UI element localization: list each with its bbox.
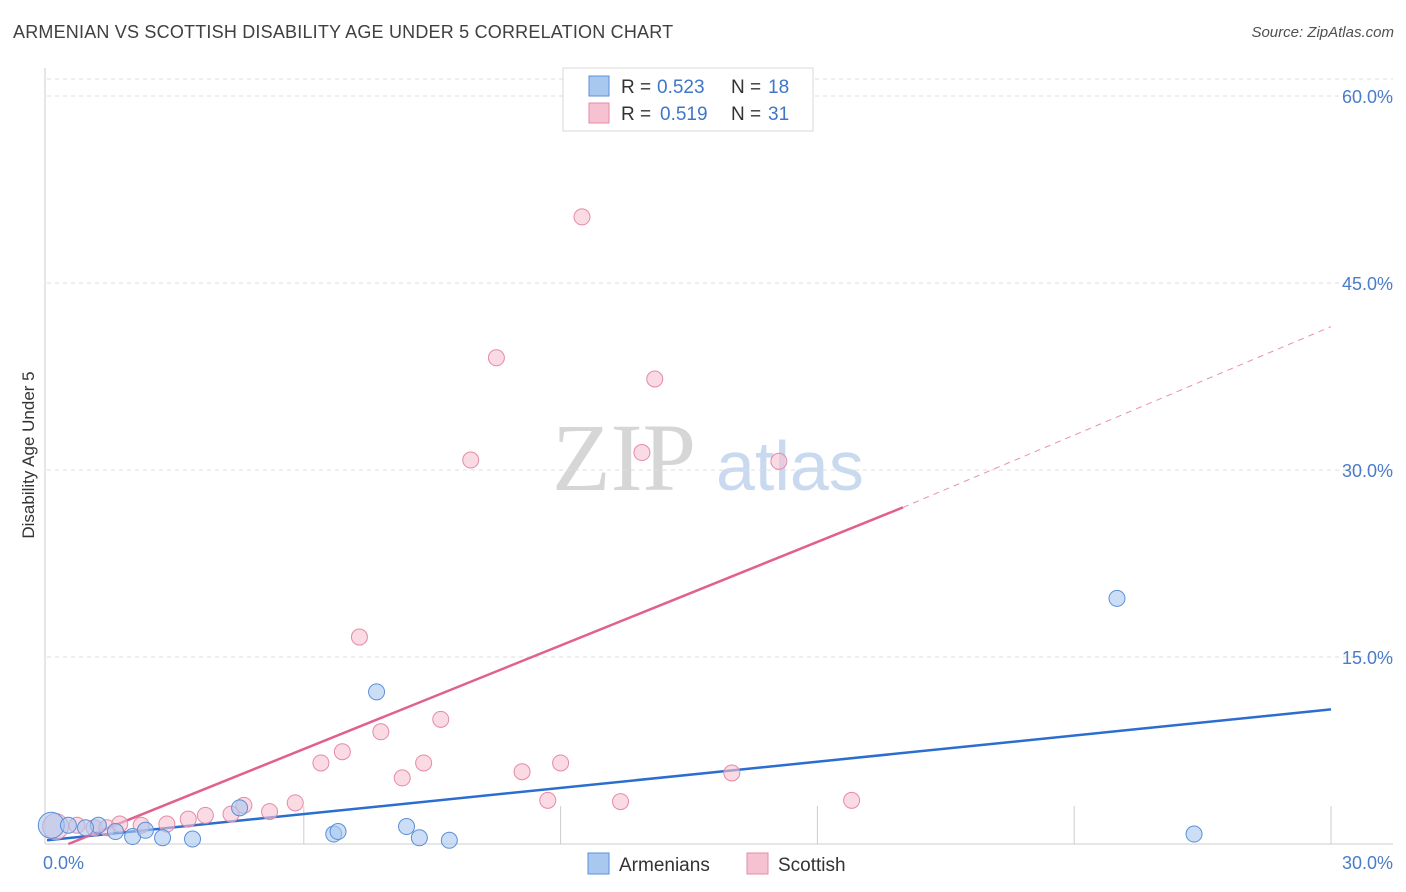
- scottish-point: [312, 754, 330, 772]
- armenian-point: [59, 816, 77, 834]
- legend-n-label-scottish: N =: [731, 104, 761, 125]
- legend-swatch-scottish: [588, 102, 610, 124]
- armenian-point: [329, 823, 347, 841]
- scottish-point: [770, 452, 788, 470]
- scottish-point: [612, 793, 630, 811]
- scottish-point: [462, 451, 480, 469]
- y-tick-label: 45.0%: [1342, 274, 1393, 294]
- legend-n-scottish: 31: [768, 104, 789, 125]
- bottom-legend: Armenians Scottish: [587, 852, 846, 876]
- watermark-atlas: atlas: [716, 427, 864, 505]
- scatter-points: [37, 208, 1203, 849]
- scottish-point: [723, 764, 741, 782]
- y-tick-label: 30.0%: [1342, 461, 1393, 481]
- scottish-point: [432, 710, 450, 728]
- scottish-point: [333, 743, 351, 761]
- bottom-legend-swatch-scottish: [746, 852, 769, 875]
- y-axis-label: Disability Age Under 5: [19, 371, 38, 538]
- legend-r-label-armenian: R =: [621, 77, 651, 98]
- legend-r-label-scottish: R =: [621, 104, 651, 125]
- scottish-point: [261, 803, 279, 821]
- scottish-point: [552, 754, 570, 772]
- chart-title: ARMENIAN VS SCOTTISH DISABILITY AGE UNDE…: [13, 22, 674, 42]
- source-label: Source: ZipAtlas.com: [1251, 24, 1394, 41]
- scottish-point: [539, 791, 557, 809]
- legend-n-armenian: 18: [768, 77, 789, 98]
- scottish-point: [196, 806, 214, 824]
- trend-lines: [46, 326, 1332, 846]
- scottish-point: [393, 769, 411, 787]
- armenian-point: [231, 799, 249, 817]
- armenian-point: [440, 831, 458, 849]
- armenian-point: [77, 819, 95, 837]
- legend-swatch-armenian: [588, 75, 610, 97]
- scottish-point: [286, 794, 304, 812]
- axes: [44, 68, 1393, 845]
- scottish-point: [372, 723, 390, 741]
- x-tick-label-min: 0.0%: [43, 853, 84, 873]
- grid: [47, 78, 1393, 658]
- y-tick-label: 60.0%: [1342, 87, 1393, 107]
- armenian-point: [398, 818, 416, 836]
- armenian-point: [410, 829, 428, 847]
- scottish-point: [633, 444, 651, 462]
- scottish-point: [843, 791, 861, 809]
- y-tick-label: 15.0%: [1342, 648, 1393, 668]
- scottish-point: [513, 763, 531, 781]
- scottish-point: [415, 754, 433, 772]
- bottom-legend-armenians: Armenians: [619, 855, 710, 876]
- armenian-point: [1108, 589, 1126, 607]
- armenian-trend-line: [46, 708, 1332, 842]
- scottish-trend-extension: [902, 326, 1332, 508]
- legend-r-armenian: 0.523: [657, 77, 705, 98]
- scottish-point: [646, 370, 664, 388]
- scottish-point: [350, 628, 368, 646]
- bottom-legend-swatch-armenians: [587, 852, 610, 875]
- armenian-point: [106, 823, 124, 841]
- watermark-zip: ZIP: [552, 404, 696, 511]
- armenian-point: [154, 829, 172, 847]
- tick-labels: 15.0% 30.0% 45.0% 60.0% 0.0% 30.0%: [43, 87, 1393, 873]
- legend-r-scottish: 0.519: [660, 104, 708, 125]
- scottish-trend-line: [67, 506, 904, 846]
- legend-box: R = 0.523 N = 18 R = 0.519 N = 31: [562, 67, 814, 132]
- bottom-legend-scottish: Scottish: [778, 855, 846, 876]
- scottish-point: [179, 810, 197, 828]
- scottish-point: [573, 208, 591, 226]
- scottish-point: [487, 349, 505, 367]
- armenian-point: [368, 683, 386, 701]
- x-tick-label-max: 30.0%: [1342, 853, 1393, 873]
- legend-n-label-armenian: N =: [731, 77, 761, 98]
- armenian-point: [1185, 825, 1203, 843]
- armenian-point: [136, 821, 154, 839]
- armenian-point: [184, 830, 202, 848]
